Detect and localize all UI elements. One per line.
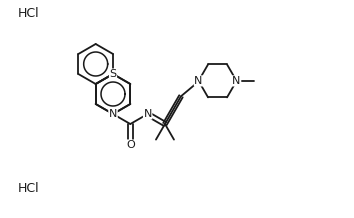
Text: HCl: HCl (18, 7, 40, 19)
Text: S: S (109, 69, 116, 79)
Text: N: N (143, 109, 152, 119)
Text: N: N (232, 76, 241, 86)
Text: N: N (194, 76, 203, 86)
Text: HCl: HCl (18, 182, 40, 194)
Text: N: N (109, 109, 117, 119)
Text: O: O (126, 140, 135, 150)
